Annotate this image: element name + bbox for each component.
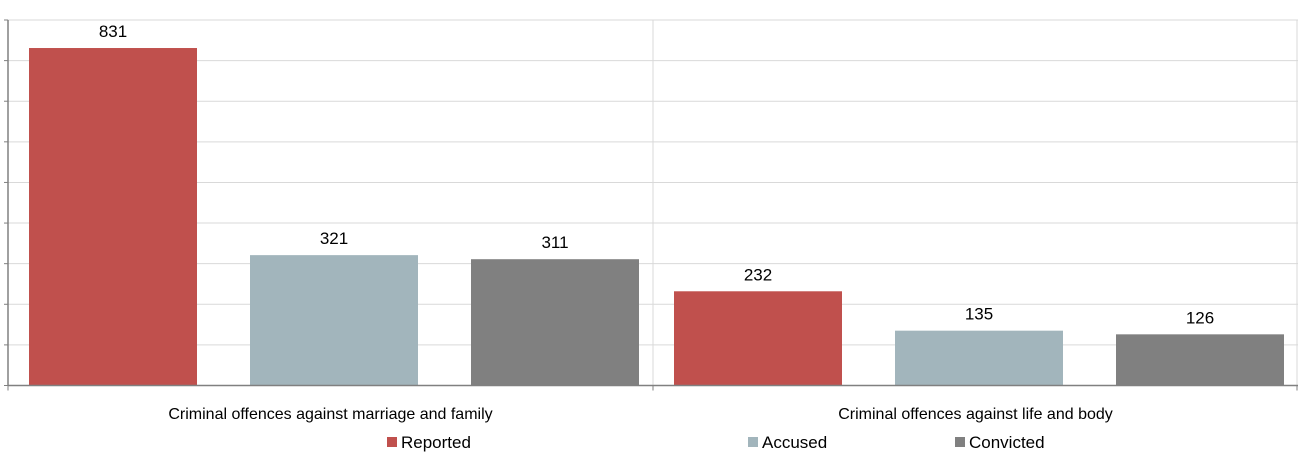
data-label-reported-2: 232: [744, 265, 772, 284]
legend-swatch-accused: [748, 437, 758, 447]
data-label-accused-2: 135: [965, 305, 993, 324]
legend-swatch-convicted: [955, 437, 965, 447]
bar-convicted-1: [471, 259, 639, 386]
legend-label-reported: Reported: [401, 433, 471, 452]
category-label-2: Criminal offences against life and body: [838, 406, 1113, 423]
legend-swatch-reported: [387, 437, 397, 447]
data-label-accused-1: 321: [320, 229, 348, 248]
category-label-1: Criminal offences against marriage and f…: [168, 406, 492, 423]
data-label-convicted-2: 126: [1186, 308, 1214, 327]
axes: [4, 19, 1298, 391]
grid-lines: [7, 19, 1298, 386]
bar-accused-2: [895, 330, 1063, 386]
legend-label-convicted: Convicted: [969, 433, 1045, 452]
category-labels: Criminal offences against marriage and f…: [168, 406, 1112, 423]
bar-convicted-2: [1116, 334, 1284, 386]
legend: Reported Accused Convicted: [387, 433, 1045, 452]
bars: [29, 48, 1284, 386]
bar-accused-1: [250, 255, 418, 386]
data-label-convicted-1: 311: [541, 233, 568, 252]
bar-reported-2: [674, 291, 842, 386]
legend-label-accused: Accused: [762, 433, 827, 452]
bar-reported-1: [29, 48, 197, 386]
data-labels: 831 321 311 232 135 126: [99, 22, 1214, 327]
data-label-reported-1: 831: [99, 22, 127, 41]
